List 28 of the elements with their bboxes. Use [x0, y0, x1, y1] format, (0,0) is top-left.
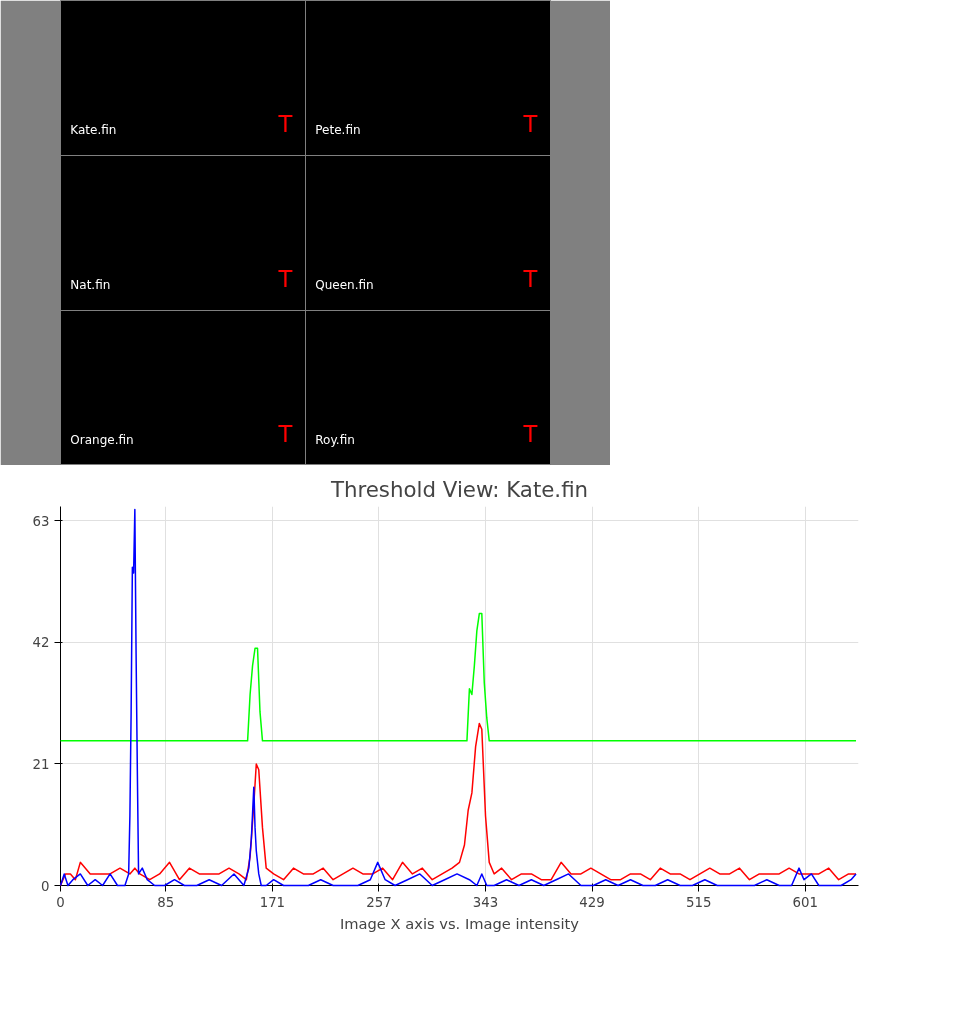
text: Queen.fin	[315, 277, 374, 292]
x-tick-label: 429	[579, 894, 605, 910]
text: Kate.fin	[70, 122, 117, 137]
line-series	[59, 508, 857, 887]
x-tick-label: 343	[472, 894, 499, 910]
text: T	[522, 265, 538, 292]
chart-title: Threshold View: Kate.fin	[329, 476, 589, 502]
x-tick-label: 0	[56, 894, 65, 910]
y-tick-label: 63	[32, 513, 50, 529]
y-tick-label: 0	[41, 878, 50, 894]
text: Roy.fin	[315, 432, 355, 447]
text: T	[522, 420, 538, 447]
text: T	[277, 110, 293, 137]
x-axis-title: Image X axis vs. Image intensity	[340, 914, 580, 932]
text: Pete.fin	[315, 122, 361, 137]
text: Nat.fin	[70, 277, 111, 292]
text: Orange.fin	[70, 432, 134, 447]
text: T	[277, 420, 293, 447]
x-tick-label: 257	[366, 894, 392, 910]
y-tick-label: 21	[32, 756, 50, 772]
text: T	[522, 110, 538, 137]
x-tick-label: 85	[157, 894, 175, 910]
y-tick-label: 42	[32, 635, 50, 651]
x-tick-label: 515	[685, 894, 712, 910]
text: T	[277, 265, 293, 292]
line-series	[59, 612, 857, 742]
x-tick-label: 171	[259, 894, 286, 910]
x-tick-label: 601	[792, 894, 818, 910]
